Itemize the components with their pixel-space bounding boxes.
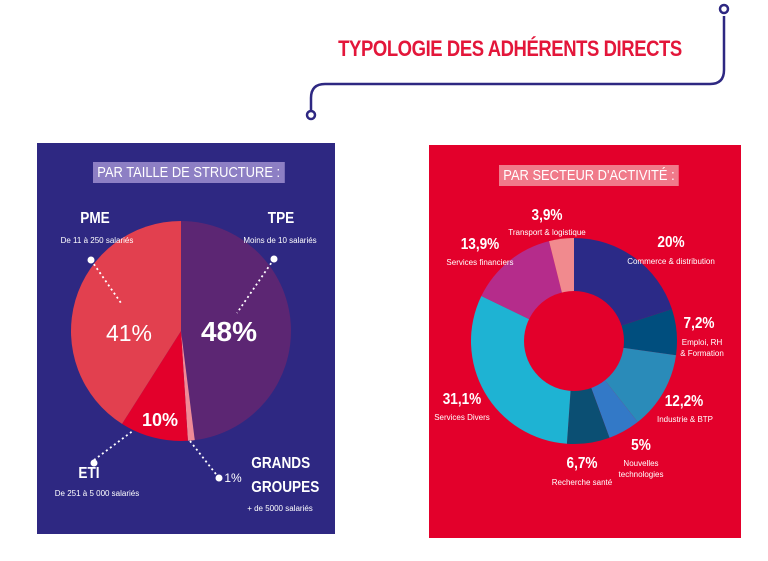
category-label-tpe: TPE <box>267 210 295 227</box>
sector-label-recherche-sante: Recherche santé <box>551 478 613 487</box>
sector-label-services-divers: Services Divers <box>434 413 490 422</box>
category-label-pme: PME <box>80 210 110 227</box>
category-sub-tpe: Moins de 10 salariés <box>243 236 317 245</box>
sector-label-services-financiers: Services financiers <box>446 258 514 267</box>
category-label-eti: ETI <box>78 465 100 482</box>
category-sub-pme: De 11 à 250 salariés <box>60 236 134 245</box>
pie-chart-taille: 48% 41% 10% 1% <box>71 221 292 485</box>
leader-dot-tpe <box>270 255 278 263</box>
leader-lines <box>90 258 275 479</box>
slice-label-tpe: 48% <box>201 316 257 347</box>
sector-value-services-divers: 31,1% <box>442 391 482 408</box>
sector-value-transport: 3,9% <box>531 207 563 224</box>
pie-slice-eti <box>122 331 188 441</box>
slice-label-eti: 10% <box>142 410 178 430</box>
sector-value-nouvelles-technologies: 5% <box>631 437 651 454</box>
sector-label-emploi: Emploi, RH & Formation <box>680 338 724 358</box>
category-label-grands-groupes: GRANDS GROUPES <box>251 455 320 496</box>
sector-value-commerce: 20% <box>657 234 685 251</box>
leader-dot-grands-groupes <box>215 474 223 482</box>
donut-chart-secteur <box>471 238 677 444</box>
sector-value-industrie: 12,2% <box>664 393 704 410</box>
category-sub-eti: De 251 à 5 000 salariés <box>54 489 140 498</box>
sector-label-nouvelles-technologies: Nouvelles technologies <box>618 459 664 479</box>
donut-hole <box>524 291 624 391</box>
pie-slice-tpe <box>181 221 292 441</box>
slice-label-pme: 41% <box>106 320 152 346</box>
leader-dot-pme <box>87 256 95 264</box>
sector-label-commerce: Commerce & distribution <box>627 257 715 266</box>
sector-label-transport: Transport & logistique <box>508 228 586 237</box>
pie-slice-pme <box>71 221 181 424</box>
slice-label-grands-groupes: 1% <box>224 471 242 485</box>
pie-slice-grands-groupes <box>181 331 195 441</box>
panel-taille-structure: PAR TAILLE DE STRUCTURE : 48% 41% 10% 1%… <box>37 143 335 534</box>
sector-label-industrie: Industrie & BTP <box>656 415 714 424</box>
panel-heading-secteur: PAR SECTEUR D'ACTIVITÉ : <box>499 165 679 186</box>
sector-value-recherche-sante: 6,7% <box>566 455 598 472</box>
sector-value-services-financiers: 13,9% <box>460 236 500 253</box>
panel-heading-taille: PAR TAILLE DE STRUCTURE : <box>93 162 285 183</box>
sector-value-emploi: 7,2% <box>683 315 715 332</box>
panel-secteur-activite: PAR SECTEUR D'ACTIVITÉ : 3,9% Transport … <box>429 145 741 538</box>
category-sub-grands-groupes: + de 5000 salariés <box>247 504 313 513</box>
leader-dot-eti <box>90 459 98 467</box>
page-title: TYPOLOGIE DES ADHÉRENTS DIRECTS <box>338 36 682 61</box>
